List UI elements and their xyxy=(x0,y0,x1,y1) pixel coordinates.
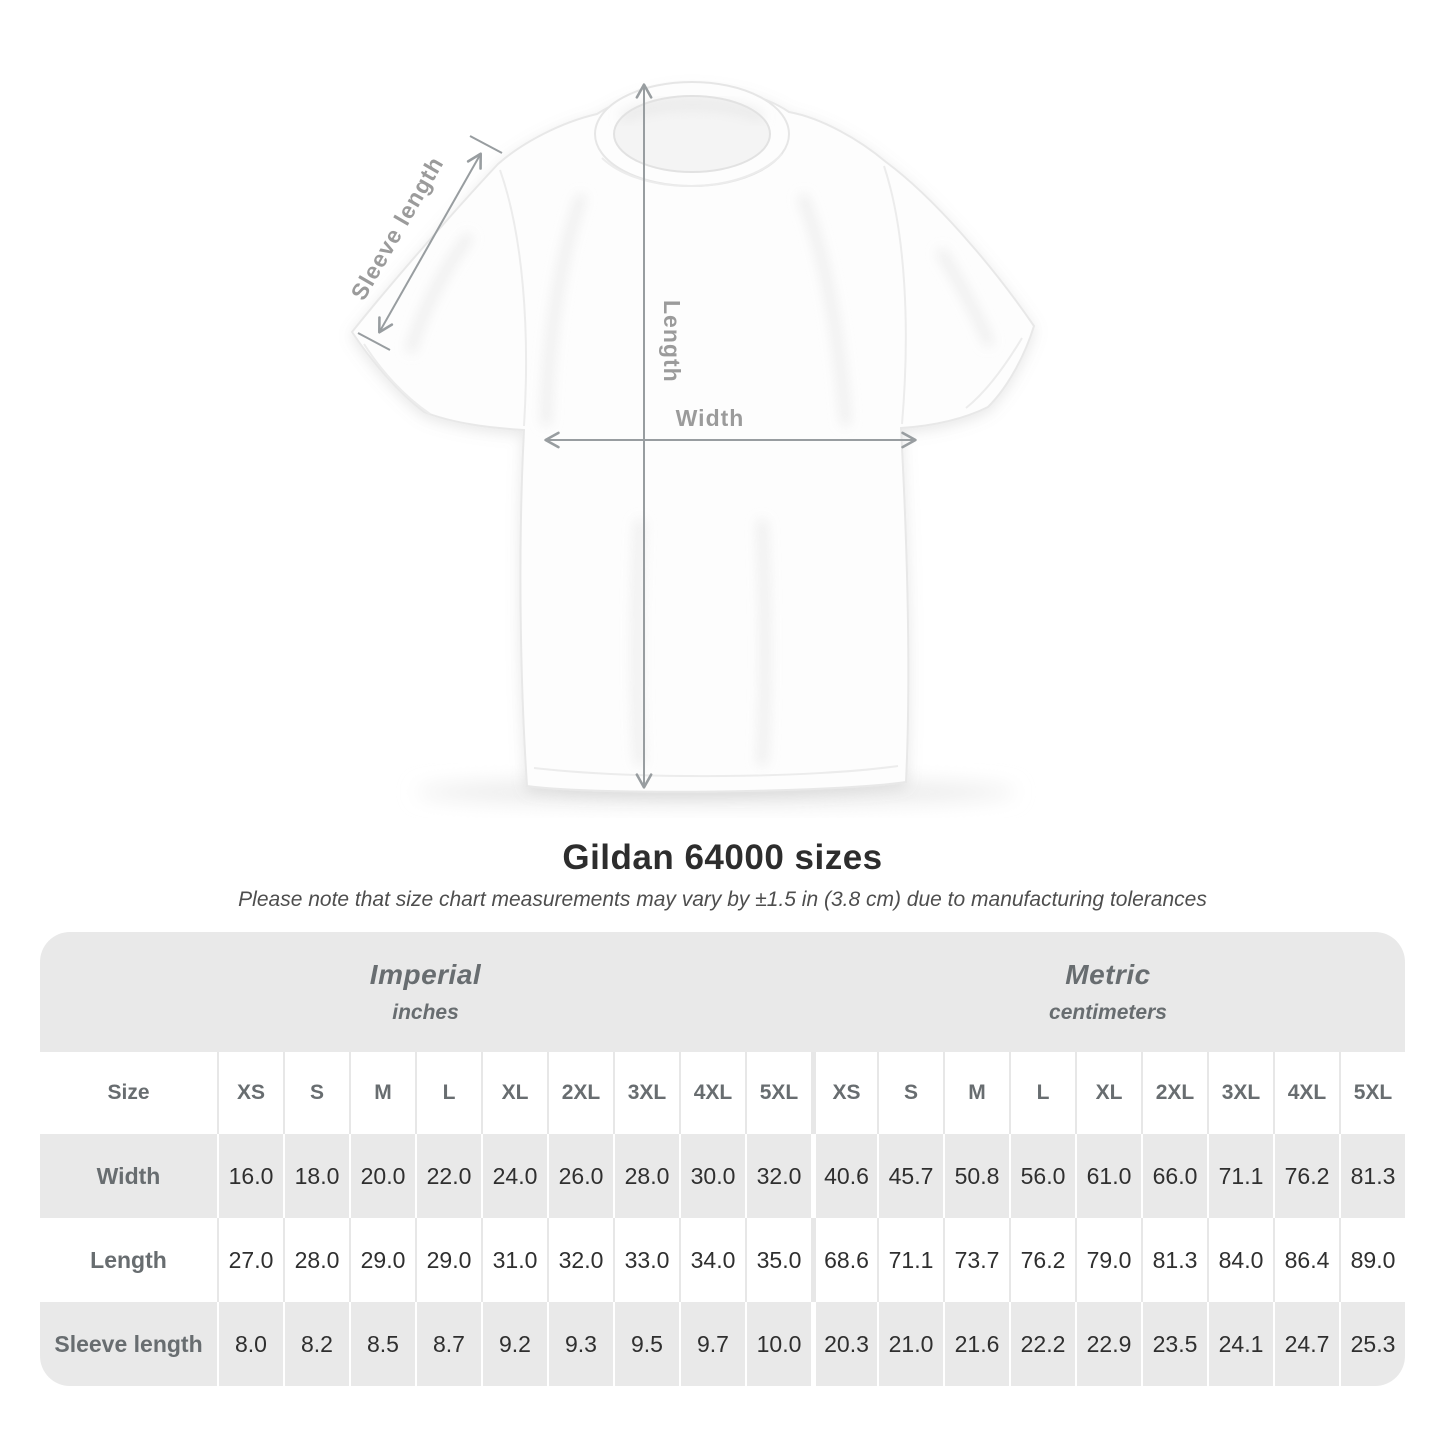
size-value-cell: 8.0 xyxy=(217,1302,283,1386)
width-row-label: Width xyxy=(40,1134,217,1218)
size-chart-table: Imperial inches Metric centimeters Size … xyxy=(40,932,1405,1386)
size-col-header: XS xyxy=(811,1052,877,1134)
size-value-cell: 29.0 xyxy=(415,1218,481,1302)
size-value-cell: 81.3 xyxy=(1141,1218,1207,1302)
imperial-group-header: Imperial inches xyxy=(40,932,811,1052)
size-value-cell: 10.0 xyxy=(745,1302,811,1386)
size-col-header: XL xyxy=(1075,1052,1141,1134)
size-value-cell: 24.0 xyxy=(481,1134,547,1218)
metric-group-unit: centimeters xyxy=(1049,1001,1167,1024)
size-col-header: 3XL xyxy=(613,1052,679,1134)
size-value-cell: 30.0 xyxy=(679,1134,745,1218)
metric-group-header: Metric centimeters xyxy=(811,932,1405,1052)
size-value-cell: 86.4 xyxy=(1273,1218,1339,1302)
size-value-cell: 68.6 xyxy=(811,1218,877,1302)
size-value-cell: 34.0 xyxy=(679,1218,745,1302)
size-value-cell: 28.0 xyxy=(283,1218,349,1302)
size-value-cell: 61.0 xyxy=(1075,1134,1141,1218)
size-value-cell: 84.0 xyxy=(1207,1218,1273,1302)
unit-group-header-row: Imperial inches Metric centimeters xyxy=(40,932,1405,1052)
size-value-cell: 81.3 xyxy=(1339,1134,1405,1218)
size-value-cell: 76.2 xyxy=(1009,1218,1075,1302)
size-col-header: S xyxy=(877,1052,943,1134)
size-value-cell: 20.3 xyxy=(811,1302,877,1386)
imperial-group-unit: inches xyxy=(392,1001,459,1024)
size-value-cell: 26.0 xyxy=(547,1134,613,1218)
measurement-arrows xyxy=(357,83,917,789)
size-value-cell: 32.0 xyxy=(745,1134,811,1218)
size-value-cell: 71.1 xyxy=(1207,1134,1273,1218)
size-value-cell: 25.3 xyxy=(1339,1302,1405,1386)
tshirt-diagram-svg: Width Length Sleeve length xyxy=(345,81,1036,805)
width-arrow-label: Width xyxy=(676,405,745,431)
size-col-header: M xyxy=(943,1052,1009,1134)
sleeve-arrow-start-tick xyxy=(357,332,391,351)
size-value-cell: 45.7 xyxy=(877,1134,943,1218)
metric-group-title: Metric xyxy=(1065,959,1151,990)
sleeve-arrow-end-tick xyxy=(469,135,503,154)
size-value-cell: 33.0 xyxy=(613,1218,679,1302)
size-value-cell: 89.0 xyxy=(1339,1218,1405,1302)
size-value-cell: 21.0 xyxy=(877,1302,943,1386)
size-value-cell: 9.3 xyxy=(547,1302,613,1386)
size-value-cell: 79.0 xyxy=(1075,1218,1141,1302)
sleeve-arrow xyxy=(378,152,482,334)
size-value-cell: 23.5 xyxy=(1141,1302,1207,1386)
size-value-cell: 9.2 xyxy=(481,1302,547,1386)
size-col-header: 5XL xyxy=(745,1052,811,1134)
tshirt-measurement-diagram: Width Length Sleeve length xyxy=(345,81,1036,805)
size-col-header: L xyxy=(1009,1052,1075,1134)
size-value-cell: 18.0 xyxy=(283,1134,349,1218)
size-value-cell: 22.9 xyxy=(1075,1302,1141,1386)
size-value-cell: 8.5 xyxy=(349,1302,415,1386)
size-value-cell: 32.0 xyxy=(547,1218,613,1302)
size-value-cell: 21.6 xyxy=(943,1302,1009,1386)
size-value-cell: 20.0 xyxy=(349,1134,415,1218)
size-col-header: 2XL xyxy=(1141,1052,1207,1134)
size-value-cell: 40.6 xyxy=(811,1134,877,1218)
size-col-header: 3XL xyxy=(1207,1052,1273,1134)
size-header-row: Size XS S M L XL 2XL 3XL 4XL 5XL XS S M … xyxy=(40,1052,1405,1134)
size-value-cell: 35.0 xyxy=(745,1218,811,1302)
size-value-cell: 8.7 xyxy=(415,1302,481,1386)
sleeve-length-row: Sleeve length 8.0 8.2 8.5 8.7 9.2 9.3 9.… xyxy=(40,1302,1405,1386)
size-value-cell: 71.1 xyxy=(877,1218,943,1302)
size-value-cell: 56.0 xyxy=(1009,1134,1075,1218)
sleeve-length-row-label: Sleeve length xyxy=(40,1302,217,1386)
tshirt-shape xyxy=(350,81,1036,793)
size-col-header: 4XL xyxy=(679,1052,745,1134)
size-col-header: 2XL xyxy=(547,1052,613,1134)
size-value-cell: 73.7 xyxy=(943,1218,1009,1302)
imperial-group-title: Imperial xyxy=(369,959,482,990)
size-value-cell: 8.2 xyxy=(283,1302,349,1386)
size-col-header: L xyxy=(415,1052,481,1134)
size-value-cell: 29.0 xyxy=(349,1218,415,1302)
page-title: Gildan 64000 sizes xyxy=(562,838,883,877)
size-value-cell: 27.0 xyxy=(217,1218,283,1302)
size-value-cell: 31.0 xyxy=(481,1218,547,1302)
size-value-cell: 28.0 xyxy=(613,1134,679,1218)
size-value-cell: 50.8 xyxy=(943,1134,1009,1218)
size-value-cell: 9.5 xyxy=(613,1302,679,1386)
size-row-label: Size xyxy=(107,1081,150,1104)
size-col-header: XL xyxy=(481,1052,547,1134)
size-col-header: 4XL xyxy=(1273,1052,1339,1134)
size-value-cell: 22.2 xyxy=(1009,1302,1075,1386)
size-value-cell: 76.2 xyxy=(1273,1134,1339,1218)
size-value-cell: 66.0 xyxy=(1141,1134,1207,1218)
size-col-header: XS xyxy=(217,1052,283,1134)
size-value-cell: 9.7 xyxy=(679,1302,745,1386)
length-arrow-label: Length xyxy=(659,300,685,383)
width-row: Width 16.0 18.0 20.0 22.0 24.0 26.0 28.0… xyxy=(40,1134,1405,1218)
size-col-header: M xyxy=(349,1052,415,1134)
length-row-label: Length xyxy=(90,1246,167,1273)
tolerance-note: Please note that size chart measurements… xyxy=(238,888,1207,911)
length-row: Length 27.0 28.0 29.0 29.0 31.0 32.0 33.… xyxy=(40,1218,1405,1302)
size-col-header: S xyxy=(283,1052,349,1134)
size-value-cell: 24.7 xyxy=(1273,1302,1339,1386)
size-col-header: 5XL xyxy=(1339,1052,1405,1134)
size-value-cell: 24.1 xyxy=(1207,1302,1273,1386)
size-value-cell: 22.0 xyxy=(415,1134,481,1218)
size-value-cell: 16.0 xyxy=(217,1134,283,1218)
